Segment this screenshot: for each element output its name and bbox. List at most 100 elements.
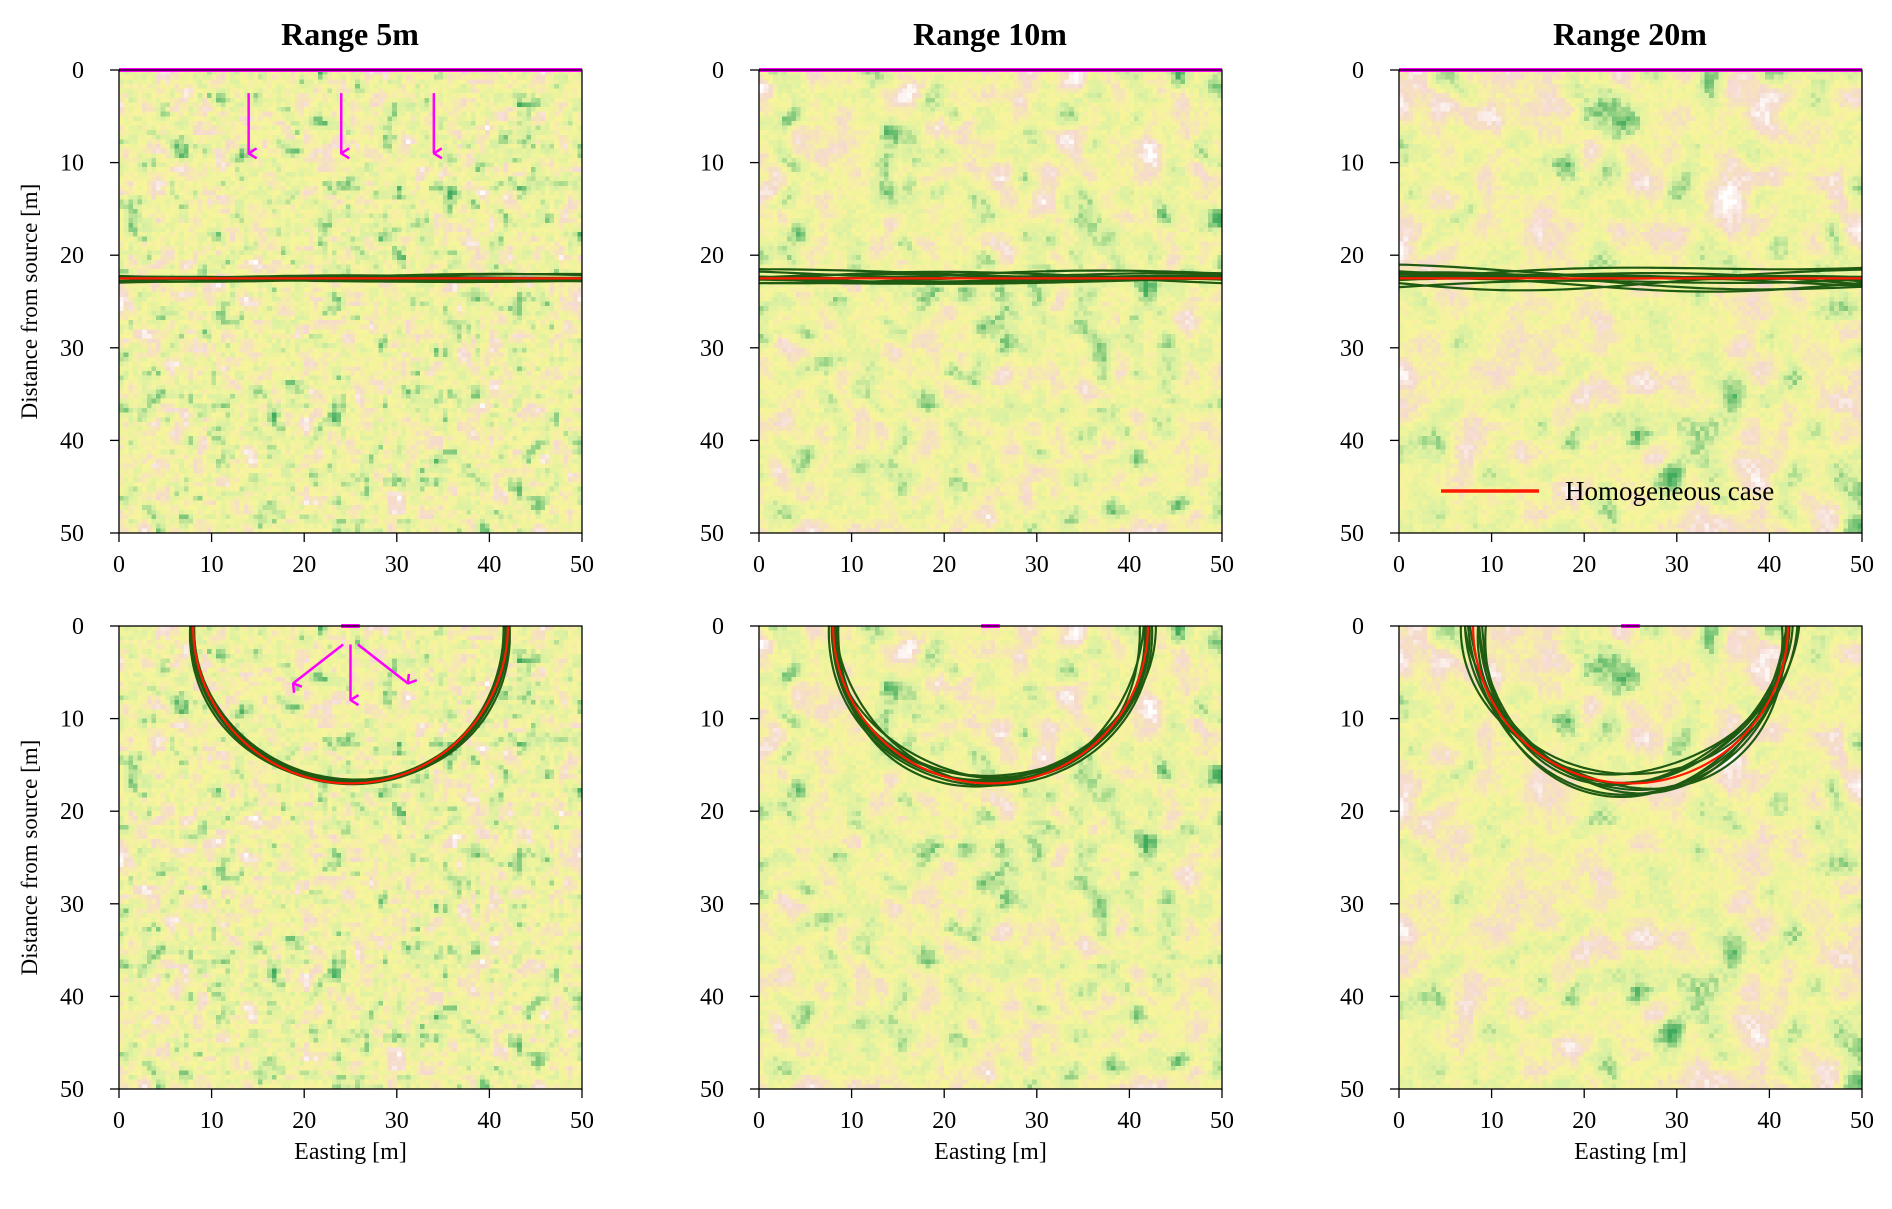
random-field-heatmap: [759, 70, 1222, 533]
y-tick-label: 0: [72, 58, 84, 84]
x-tick-label: 10: [1480, 552, 1504, 578]
x-tick-label: 0: [113, 552, 125, 578]
realization-wavefront: [1463, 626, 1791, 791]
x-tick-label: 50: [1850, 1108, 1874, 1134]
y-tick-label: 10: [700, 707, 724, 733]
y-tick-label: 50: [700, 521, 724, 547]
y-tick-label: 50: [60, 521, 84, 547]
realization-wavefront: [1399, 271, 1862, 291]
y-axis-label: Distance from source [m]: [17, 184, 42, 420]
wavefront-group: [188, 626, 511, 786]
panel-2: 0 10 20 30 40 50 0 10 20 30 40 50: [700, 58, 1234, 578]
x-tick-label: 30: [1025, 1108, 1049, 1134]
x-tick-label: 10: [1480, 1108, 1504, 1134]
x-tick-label: 40: [1757, 552, 1781, 578]
y-tick-label: 20: [1340, 799, 1364, 825]
y-tick-label: 0: [1352, 58, 1364, 84]
column-title-range-20m: Range 20m: [1553, 16, 1707, 52]
x-tick-label: 40: [1117, 1108, 1141, 1134]
plot-frame: [118, 69, 583, 534]
x-tick-label: 10: [840, 1108, 864, 1134]
x-tick-label: 20: [292, 1108, 316, 1134]
x-tick-label: 0: [1393, 552, 1405, 578]
y-tick-label: 50: [700, 1077, 724, 1103]
propagation-arrow: [357, 643, 408, 684]
homogeneous-wavefront: [832, 626, 1149, 785]
x-tick-label: 30: [1665, 552, 1689, 578]
realization-wavefront: [831, 626, 1151, 783]
realization-wavefront: [1459, 626, 1788, 790]
realization-wavefront: [1463, 626, 1788, 795]
x-axis-label: Easting [m]: [1574, 1139, 1687, 1165]
y-axis-label: Distance from source [m]: [17, 740, 42, 976]
wavefront-group: [119, 272, 582, 284]
x-tick-label: 50: [1850, 552, 1874, 578]
x-tick-label: 40: [477, 552, 501, 578]
panel-5: 0 10 20 30 40 50 0 10 20 30 40 50 Easting [m]: [700, 614, 1234, 1165]
wavefront-group: [1399, 263, 1862, 293]
y-tick-label: 30: [1340, 892, 1364, 918]
realization-wavefront: [1399, 274, 1862, 287]
x-axis-label: Easting [m]: [934, 1139, 1047, 1165]
y-tick-label: 40: [1340, 984, 1364, 1010]
y-tick-label: 30: [1340, 336, 1364, 362]
y-tick-label: 30: [700, 892, 724, 918]
y-tick-label: 0: [712, 614, 724, 640]
y-tick-label: 40: [700, 428, 724, 454]
random-field-heatmap: [1399, 626, 1862, 1089]
y-tick-label: 20: [1340, 243, 1364, 269]
column-title-range-10m: Range 10m: [913, 16, 1067, 52]
panel-3: 0 10 20 30 40 50 0 10 20 30 40 50 Homogeneous case: [1340, 58, 1874, 578]
x-tick-label: 50: [1210, 552, 1234, 578]
y-tick-label: 50: [1340, 521, 1364, 547]
x-tick-label: 0: [113, 1108, 125, 1134]
y-tick-label: 40: [1340, 428, 1364, 454]
x-tick-label: 30: [1025, 552, 1049, 578]
random-field-heatmap: [119, 70, 582, 533]
plot-frame: [118, 625, 583, 1090]
y-tick-label: 30: [60, 336, 84, 362]
y-tick-label: 50: [1340, 1077, 1364, 1103]
x-tick-label: 40: [477, 1108, 501, 1134]
y-tick-label: 50: [60, 1077, 84, 1103]
x-tick-label: 10: [200, 552, 224, 578]
x-tick-label: 40: [1117, 552, 1141, 578]
y-tick-label: 10: [1340, 707, 1364, 733]
realization-wavefront: [834, 626, 1148, 777]
y-tick-label: 20: [60, 799, 84, 825]
x-tick-label: 20: [1572, 1108, 1596, 1134]
x-tick-label: 40: [1757, 1108, 1781, 1134]
x-axis-label: Easting [m]: [294, 1139, 407, 1165]
plot-frame: [758, 625, 1223, 1090]
x-tick-label: 50: [570, 1108, 594, 1134]
x-tick-label: 50: [570, 552, 594, 578]
x-tick-label: 0: [753, 552, 765, 578]
plot-frame: [1398, 625, 1863, 1090]
x-tick-label: 20: [932, 1108, 956, 1134]
x-tick-label: 20: [1572, 552, 1596, 578]
x-tick-label: 0: [1393, 1108, 1405, 1134]
plot-frame: [758, 69, 1223, 534]
x-tick-label: 50: [1210, 1108, 1234, 1134]
homogeneous-wavefront: [1472, 626, 1789, 785]
y-tick-label: 10: [60, 707, 84, 733]
y-tick-label: 10: [1340, 151, 1364, 177]
wavefront-group: [759, 268, 1222, 285]
panel-1: 0 10 20 30 40 50 0 10 20 30 40 50 Distance from sour…: [17, 58, 594, 578]
realization-wavefront: [759, 277, 1222, 285]
y-tick-label: 20: [60, 243, 84, 269]
panel-6: 0 10 20 30 40 50 0 10 20 30 40 50 Easting [m]: [1340, 614, 1874, 1165]
y-tick-label: 0: [72, 614, 84, 640]
propagation-arrow: [293, 643, 344, 684]
y-tick-label: 30: [700, 336, 724, 362]
random-field-heatmap: [1399, 70, 1862, 533]
x-tick-label: 20: [292, 552, 316, 578]
realization-wavefront: [1469, 626, 1801, 798]
y-tick-label: 10: [60, 151, 84, 177]
panel-4: 0 10 20 30 40 50 0 10 20 30 40 50 Distance from sour…: [17, 614, 594, 1165]
y-tick-label: 0: [1352, 614, 1364, 640]
x-tick-label: 30: [385, 552, 409, 578]
y-tick-label: 30: [60, 892, 84, 918]
column-title-range-5m: Range 5m: [281, 16, 419, 52]
